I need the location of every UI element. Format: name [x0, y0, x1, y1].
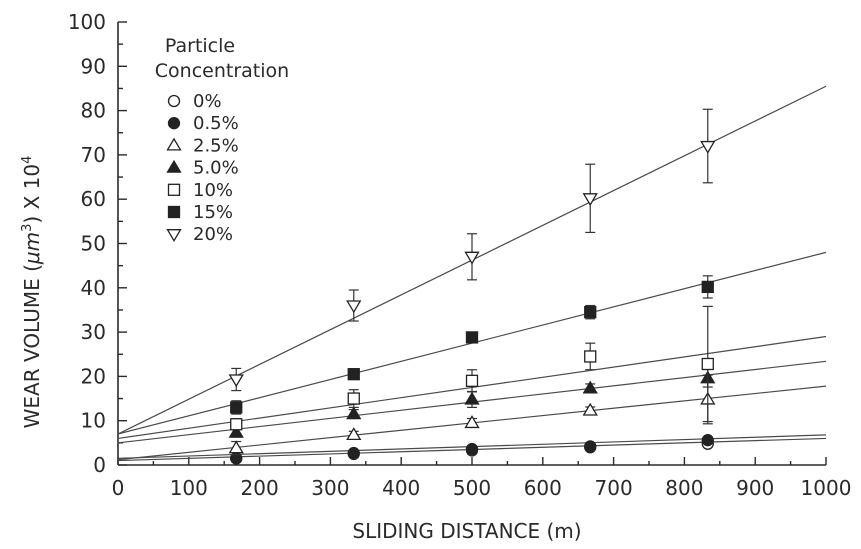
y-tick-label: 90 [81, 54, 106, 78]
data-point [464, 415, 480, 429]
data-point [464, 251, 480, 265]
x-tick-label: 400 [382, 476, 420, 500]
legend-entry: 10% [193, 180, 233, 201]
data-point [346, 406, 362, 420]
y-axis-label-end: ) X 10 [20, 164, 44, 224]
data-point [701, 357, 714, 371]
y-axis-label: WEAR VOLUME (μm3) X 104 [20, 156, 44, 429]
data-point [347, 446, 360, 460]
legend-entry: 0.5% [193, 113, 239, 134]
data-point [347, 392, 360, 405]
data-point [701, 280, 714, 294]
y-tick-label: 10 [81, 409, 106, 433]
x-tick-label: 800 [665, 476, 703, 500]
legend-entry: 5.0% [193, 158, 239, 179]
y-axis-label-main: WEAR VOLUME ( [20, 264, 44, 428]
data-point [465, 374, 479, 387]
data-point [347, 368, 360, 381]
data-point [584, 440, 597, 453]
legend-entry: 15% [193, 202, 233, 223]
data-point [464, 391, 480, 405]
y-axis-label-sup2: 4 [20, 156, 35, 164]
legend-marker [166, 159, 182, 173]
legend-entry: 20% [193, 224, 233, 245]
legend-marker [167, 94, 181, 108]
data-point [584, 306, 597, 319]
legend-marker [167, 205, 181, 219]
x-tick-label: 1000 [801, 476, 852, 500]
y-tick-label: 100 [68, 10, 106, 34]
x-tick-label: 500 [453, 476, 491, 500]
data-point [701, 434, 714, 447]
x-tick-label: 700 [595, 476, 633, 500]
legend-title-line1: Particle [165, 35, 235, 57]
y-tick-label: 30 [81, 320, 106, 344]
y-axis-label-mu: μm [20, 232, 44, 265]
x-tick-label: 900 [736, 476, 774, 500]
axes: 0 100 200 300 400 500 600 700 800 900 1000 0 10 20 30 4… [68, 10, 852, 500]
x-tick-label: 200 [241, 476, 279, 500]
y-tick-label: 20 [81, 364, 106, 388]
x-tick-label: 600 [524, 476, 562, 500]
data-point [582, 193, 598, 207]
data-point [346, 427, 362, 441]
data-point [700, 140, 716, 154]
legend-marker [166, 137, 182, 151]
legend-marker [167, 183, 181, 196]
y-tick-label: 40 [81, 276, 106, 300]
data-point [228, 440, 244, 454]
data-point [230, 401, 243, 414]
y-axis-label-sup: 3 [20, 224, 35, 232]
x-tick-label: 300 [311, 476, 349, 500]
data-point [346, 300, 362, 314]
x-tick-label: 100 [170, 476, 208, 500]
data-point [228, 374, 244, 388]
data-points [228, 108, 716, 465]
data-point [465, 442, 479, 456]
legend-entry: 2.5% [193, 135, 239, 156]
y-tick-label: 0 [93, 453, 106, 477]
legend-marker [166, 229, 182, 242]
x-axis-label: SLIDING DISTANCE (m) [352, 519, 581, 543]
data-point [582, 402, 598, 416]
legend: Particle Concentration 0%0.5%2.5%5.0%10%… [155, 35, 289, 245]
data-point [584, 350, 597, 363]
data-point [582, 380, 598, 394]
data-point [228, 424, 244, 438]
y-tick-label: 60 [81, 187, 106, 211]
data-point [465, 331, 479, 344]
legend-title-line2: Concentration [155, 60, 289, 82]
y-tick-label: 80 [81, 99, 106, 123]
data-point [230, 418, 243, 431]
y-tick-label: 50 [81, 232, 106, 256]
legend-marker [167, 117, 181, 130]
y-tick-label: 70 [81, 143, 106, 167]
legend-entry: 0% [193, 91, 222, 112]
x-tick-label: 0 [112, 476, 125, 500]
